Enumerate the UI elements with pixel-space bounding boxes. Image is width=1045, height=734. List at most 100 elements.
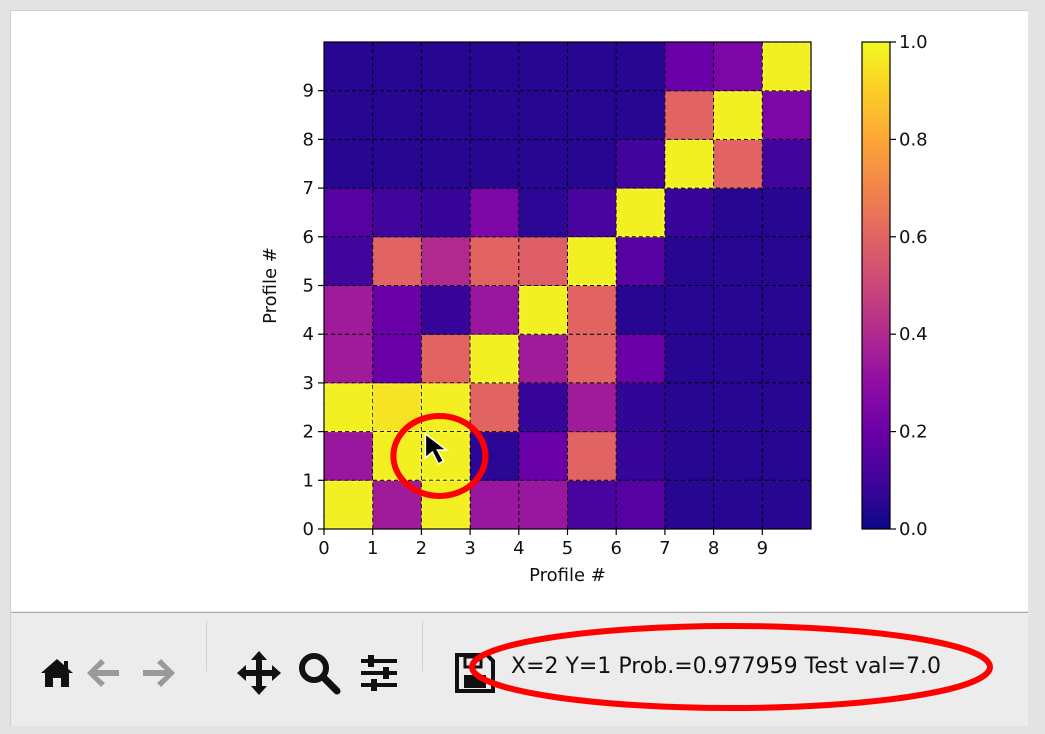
heatmap-cell[interactable] <box>518 42 568 92</box>
heatmap-cell[interactable] <box>518 285 568 335</box>
heatmap-cell[interactable] <box>470 90 520 140</box>
heatmap-cell[interactable] <box>567 334 617 384</box>
heatmap-cell[interactable] <box>713 42 763 92</box>
heatmap-cell[interactable] <box>421 188 471 238</box>
heatmap-cell[interactable] <box>470 188 520 238</box>
heatmap-cell[interactable] <box>664 431 715 481</box>
heatmap-cell[interactable] <box>664 382 715 433</box>
heatmap-cell[interactable] <box>664 236 715 286</box>
heatmap-cell[interactable] <box>470 480 520 530</box>
heatmap-cell[interactable] <box>372 90 422 140</box>
heatmap-cell[interactable] <box>470 139 520 189</box>
heatmap-cell[interactable] <box>324 236 374 286</box>
heatmap-cell[interactable] <box>324 188 374 238</box>
heatmap-cell[interactable] <box>713 188 763 238</box>
heatmap-cell[interactable] <box>713 90 763 140</box>
configure-subplots-button[interactable] <box>357 651 401 699</box>
heatmap-cell[interactable] <box>567 90 617 140</box>
heatmap-cell[interactable] <box>567 480 617 530</box>
heatmap-cell[interactable] <box>762 334 812 384</box>
heatmap-cell[interactable] <box>518 188 568 238</box>
heatmap-cell[interactable] <box>324 431 374 481</box>
heatmap-cell[interactable] <box>762 188 812 238</box>
heatmap-cell[interactable] <box>567 42 617 92</box>
heatmap-cell[interactable] <box>616 42 666 92</box>
heatmap-cell[interactable] <box>713 431 763 481</box>
heatmap-cell[interactable] <box>762 236 812 286</box>
heatmap-cell[interactable] <box>762 90 812 140</box>
heatmap-cell[interactable] <box>372 236 422 286</box>
heatmap-cell[interactable] <box>567 285 617 335</box>
heatmap-cell[interactable] <box>421 139 471 189</box>
heatmap-cell[interactable] <box>421 42 471 92</box>
heatmap-cell[interactable] <box>470 285 520 335</box>
heatmap-cell[interactable] <box>713 236 763 286</box>
heatmap-cell[interactable] <box>616 382 666 433</box>
heatmap-cell[interactable] <box>664 90 715 140</box>
heatmap-cell[interactable] <box>664 285 715 335</box>
heatmap-cell[interactable] <box>324 334 374 384</box>
heatmap-cell[interactable] <box>518 334 568 384</box>
heatmap-cell[interactable] <box>518 431 568 481</box>
heatmap-cell[interactable] <box>567 431 617 481</box>
heatmap-cell[interactable] <box>518 90 568 140</box>
heatmap-cell[interactable] <box>616 285 666 335</box>
heatmap-cell[interactable] <box>762 42 812 92</box>
heatmap-cell[interactable] <box>664 139 715 189</box>
back-button[interactable] <box>83 653 123 697</box>
heatmap-cell[interactable] <box>372 139 422 189</box>
heatmap-cell[interactable] <box>664 480 715 530</box>
heatmap-cell[interactable] <box>713 480 763 530</box>
heatmap-cell[interactable] <box>324 382 374 433</box>
heatmap-cell[interactable] <box>567 236 617 286</box>
heatmap-cell[interactable] <box>567 382 617 433</box>
heatmap-cell[interactable] <box>762 480 812 530</box>
heatmap-cell[interactable] <box>518 139 568 189</box>
heatmap-cell[interactable] <box>470 42 520 92</box>
heatmap-cell[interactable] <box>324 42 374 92</box>
heatmap-cell[interactable] <box>762 382 812 433</box>
heatmap-cell[interactable] <box>421 285 471 335</box>
heatmap-cell[interactable] <box>470 334 520 384</box>
heatmap-cell[interactable] <box>518 382 568 433</box>
heatmap-cell[interactable] <box>372 285 422 335</box>
figure-canvas[interactable]: 0 1 2 3 4 5 6 7 8 9 0 1 2 3 4 5 6 7 8 9 Profile # Profile # 0… <box>11 11 1028 611</box>
heatmap-cell[interactable] <box>470 382 520 433</box>
heatmap-cell[interactable] <box>616 236 666 286</box>
heatmap-cell[interactable] <box>616 480 666 530</box>
heatmap-cell[interactable] <box>762 431 812 481</box>
heatmap-cell[interactable] <box>616 334 666 384</box>
heatmap-cell[interactable] <box>372 334 422 384</box>
heatmap-cell[interactable] <box>616 431 666 481</box>
heatmap-cell[interactable] <box>664 188 715 238</box>
heatmap-cell[interactable] <box>616 90 666 140</box>
heatmap-cell[interactable] <box>421 236 471 286</box>
pan-button[interactable] <box>235 649 283 701</box>
heatmap-cell[interactable] <box>616 139 666 189</box>
heatmap-plot[interactable]: 0 1 2 3 4 5 6 7 8 9 0 1 2 3 4 5 6 7 8 9 Profile # Profile # 0… <box>11 11 1028 611</box>
heatmap-cell[interactable] <box>372 188 422 238</box>
heatmap-cell[interactable] <box>518 480 568 530</box>
heatmap-cell[interactable] <box>713 334 763 384</box>
heatmap-cell[interactable] <box>664 334 715 384</box>
heatmap-cell[interactable] <box>324 90 374 140</box>
forward-button[interactable] <box>139 653 179 697</box>
heatmap-cell[interactable] <box>567 188 617 238</box>
heatmap-cell[interactable] <box>713 285 763 335</box>
heatmap-cell[interactable] <box>762 285 812 335</box>
heatmap-cell[interactable] <box>372 42 422 92</box>
home-button[interactable] <box>37 653 77 697</box>
heatmap-cell[interactable] <box>324 139 374 189</box>
heatmap-cell[interactable] <box>567 139 617 189</box>
heatmap-cell[interactable] <box>762 139 812 189</box>
heatmap-cell[interactable] <box>324 480 374 530</box>
heatmap-cell[interactable] <box>324 285 374 335</box>
zoom-button[interactable] <box>297 651 341 699</box>
heatmap-cell[interactable] <box>421 90 471 140</box>
heatmap-cell[interactable] <box>421 334 471 384</box>
heatmap-cell[interactable] <box>713 382 763 433</box>
heatmap-cell[interactable] <box>518 236 568 286</box>
heatmap-cell[interactable] <box>470 236 520 286</box>
heatmap-cell[interactable] <box>713 139 763 189</box>
heatmap-cell[interactable] <box>616 188 666 238</box>
